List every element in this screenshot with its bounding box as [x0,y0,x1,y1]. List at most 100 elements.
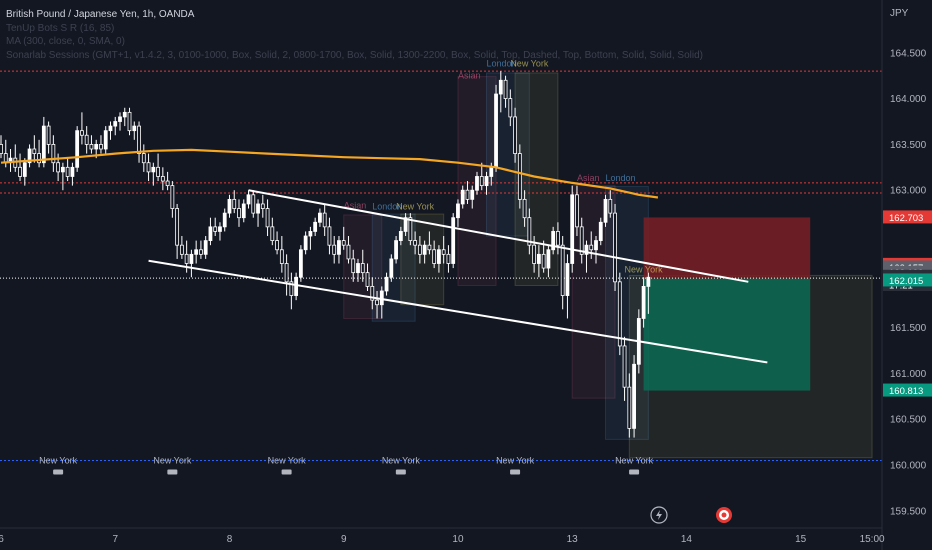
candle [122,107,127,127]
candle [565,254,570,319]
candle-body [179,244,184,255]
candle [327,217,332,255]
candle-body [532,244,537,264]
candle [141,144,146,172]
candle-body [560,244,565,296]
session-label: New York [625,265,664,275]
candle-body [598,221,603,241]
candle-body [522,198,527,219]
candle [313,217,318,237]
candle-body [565,263,570,296]
session-label: London [487,59,517,69]
candle-body [613,212,617,283]
price-tick-label: 161.000 [890,369,927,380]
candle-body [527,217,532,246]
candle [341,226,346,250]
lightning-circle [650,506,668,524]
candle [294,272,299,301]
candle-body [94,144,99,150]
candle [237,199,241,227]
candle-body [408,217,413,241]
candle-body [80,130,84,136]
candle-body [108,125,113,132]
candle [170,181,175,218]
candle [46,121,51,154]
candle-body [470,189,475,200]
candle-body [46,125,51,145]
session-label: Asian [577,173,600,183]
candle [18,153,22,182]
session-label: Asian [458,70,481,80]
candle-body [246,194,251,205]
candle-body [70,166,75,177]
candle [622,336,627,401]
indicator-sessions[interactable]: Sonarlab Sessions (GMT+1, v1.4.2, 3, 010… [6,49,703,61]
session-box [486,72,530,237]
candle [398,226,403,246]
candle-body [241,203,246,219]
ny-session-marker-label: New York [382,455,421,465]
candle-body [237,208,241,219]
candle-body [151,166,156,173]
candle-body [103,130,108,150]
candle-body [41,125,46,164]
candle [508,89,513,127]
candle [146,153,151,182]
candle-body [218,226,222,232]
candle [584,240,589,273]
candle-body [22,162,27,177]
ny-session-marker-label: New York [39,455,78,465]
candle [303,231,308,255]
lightning-icon[interactable] [650,506,668,524]
candle-body [118,116,122,122]
chart-title[interactable]: British Pound / Japanese Yen, 1h, OANDA [6,9,195,20]
ny-session-marker [167,469,178,475]
candle [370,277,375,310]
candle-body [199,249,203,255]
candle [27,144,32,168]
candle [551,226,556,255]
candle [570,185,575,273]
candle-body [403,217,408,232]
candle-body [337,240,341,255]
candle [60,162,65,191]
candle [375,290,379,319]
session-label: London [606,173,636,183]
candle [479,162,484,191]
price-tag-label: 162.703 [889,213,923,224]
candle-body [51,144,56,164]
candle-body [579,226,584,255]
candle [246,190,251,209]
candle [65,158,70,182]
candle [437,245,441,273]
candle-body [422,244,427,255]
time-tick-label: 9 [341,534,347,545]
candle [0,135,3,159]
candle [484,171,489,195]
candle-body [270,226,275,241]
candle-body [146,162,151,173]
candle-body [346,244,351,260]
candle [279,236,284,273]
candle [118,112,122,131]
candle-body [251,194,256,214]
indicator-ma[interactable]: MA (300, close, 0, SMA, 0) [6,36,125,47]
candle [589,231,594,259]
candle [22,158,27,186]
candle-body [260,203,265,209]
candle-body [289,281,294,296]
indicator-sr[interactable]: TenUp Bots S R (16, 85) [6,22,115,34]
price-tick-label: 164.000 [890,94,927,105]
target-icon[interactable] [716,507,732,523]
candle [351,249,356,282]
candle [322,203,327,237]
candle-body [451,217,456,264]
candle-body [584,244,589,255]
candle-body [189,253,194,264]
candle-body [275,240,279,251]
candle [75,126,80,172]
price-tag [883,273,932,287]
candle-body [508,98,513,118]
candle-body [265,208,270,228]
